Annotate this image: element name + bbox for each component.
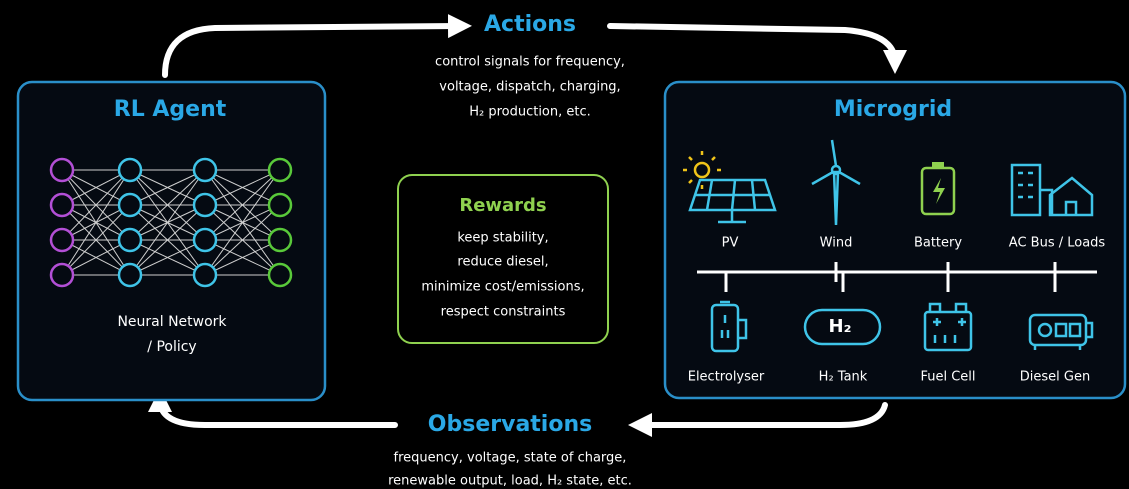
battery-icon <box>933 178 945 204</box>
net-node <box>49 227 75 253</box>
rewards-box <box>397 174 609 344</box>
net-edge <box>204 169 281 276</box>
battery-icon <box>920 162 956 216</box>
net-edge <box>204 169 281 241</box>
diesel-gen-icon <box>1068 322 1082 338</box>
net-node <box>117 262 143 288</box>
rewards-line: keep stability, <box>457 231 548 246</box>
net-edge <box>61 169 131 276</box>
battery-icon <box>932 162 944 168</box>
net-node <box>267 262 293 288</box>
agent-line: / Policy <box>147 339 196 355</box>
neural-network <box>49 157 293 288</box>
net-node <box>267 227 293 253</box>
pv-icon <box>683 151 777 224</box>
component-label: AC Bus / Loads <box>1009 236 1106 251</box>
rewards-line: respect constraints <box>441 305 566 320</box>
net-edge <box>204 169 281 206</box>
net-edge <box>204 239 281 276</box>
net-edge <box>61 169 131 206</box>
net-edge <box>61 204 131 276</box>
net-node <box>117 192 143 218</box>
net-edge <box>129 169 206 241</box>
agent-box <box>16 80 327 402</box>
component-label: Fuel Cell <box>920 370 975 385</box>
diesel-gen-icon <box>1028 313 1094 350</box>
actions-line: voltage, dispatch, charging, <box>439 80 620 95</box>
arrow <box>628 402 888 437</box>
diesel-gen-icon <box>1033 321 1094 350</box>
net-edge <box>129 169 206 276</box>
actions-line: control signals for frequency, <box>435 55 625 70</box>
loads-icon <box>1010 163 1094 217</box>
net-node <box>192 262 218 288</box>
net-node <box>117 157 143 183</box>
diesel-gen-icon <box>1028 313 1088 347</box>
net-node <box>49 192 75 218</box>
bus-ticks <box>724 262 1057 292</box>
net-node <box>267 192 293 218</box>
loads-icon <box>1018 171 1094 217</box>
electrolyser-icon <box>710 300 748 353</box>
wind-icon <box>811 139 861 226</box>
net-node <box>192 157 218 183</box>
electrolyser-icon <box>720 300 748 340</box>
net-edge <box>204 204 281 276</box>
h2-tank-icon <box>803 308 882 346</box>
observations-line: frequency, voltage, state of charge, <box>394 451 627 466</box>
fuel-cell-icon <box>928 302 968 343</box>
rewards-title: Rewards <box>459 195 546 216</box>
h2-tank-icon: H₂ <box>803 308 882 346</box>
actions-line: H₂ production, etc. <box>469 105 591 120</box>
net-edge <box>129 169 206 206</box>
electrolyser-icon <box>710 303 740 353</box>
rewards-line: minimize cost/emissions, <box>421 280 584 295</box>
arrow <box>162 14 472 78</box>
observations-line: renewable output, load, H₂ state, etc. <box>388 474 632 489</box>
pv-icon <box>683 151 721 189</box>
tank-label: H₂ <box>829 316 852 337</box>
component-label: Wind <box>820 236 853 251</box>
rewards-line: reduce diesel, <box>457 255 548 270</box>
net-node <box>49 262 75 288</box>
arrow <box>607 23 907 74</box>
component-label: Diesel Gen <box>1020 370 1090 385</box>
net-edge <box>129 204 206 276</box>
wind-icon <box>832 170 840 226</box>
component-label: H₂ Tank <box>819 370 868 385</box>
net-node <box>267 157 293 183</box>
component-label: PV <box>722 236 739 251</box>
net-edge <box>61 169 131 241</box>
actions-title: Actions <box>484 12 576 37</box>
arrow <box>148 388 398 428</box>
net-edge <box>129 239 206 276</box>
agent-line: Neural Network <box>117 314 227 330</box>
net-node <box>117 227 143 253</box>
diesel-gen-icon <box>1054 322 1068 338</box>
pv-icon <box>693 161 711 179</box>
fuel-cell-icon <box>923 302 973 352</box>
microgrid-box <box>663 80 1127 400</box>
component-label: Battery <box>914 236 962 251</box>
agent-title: RL Agent <box>114 97 227 122</box>
diesel-gen-icon <box>1037 322 1053 338</box>
net-node <box>192 227 218 253</box>
wind-icon <box>811 139 861 186</box>
observations-title: Observations <box>428 412 592 437</box>
fuel-cell-icon <box>923 310 973 352</box>
net-edge <box>61 239 131 276</box>
net-node <box>49 157 75 183</box>
microgrid-title: Microgrid <box>834 97 952 122</box>
pv-icon <box>688 178 777 224</box>
net-node <box>192 192 218 218</box>
component-label: Electrolyser <box>688 370 765 385</box>
